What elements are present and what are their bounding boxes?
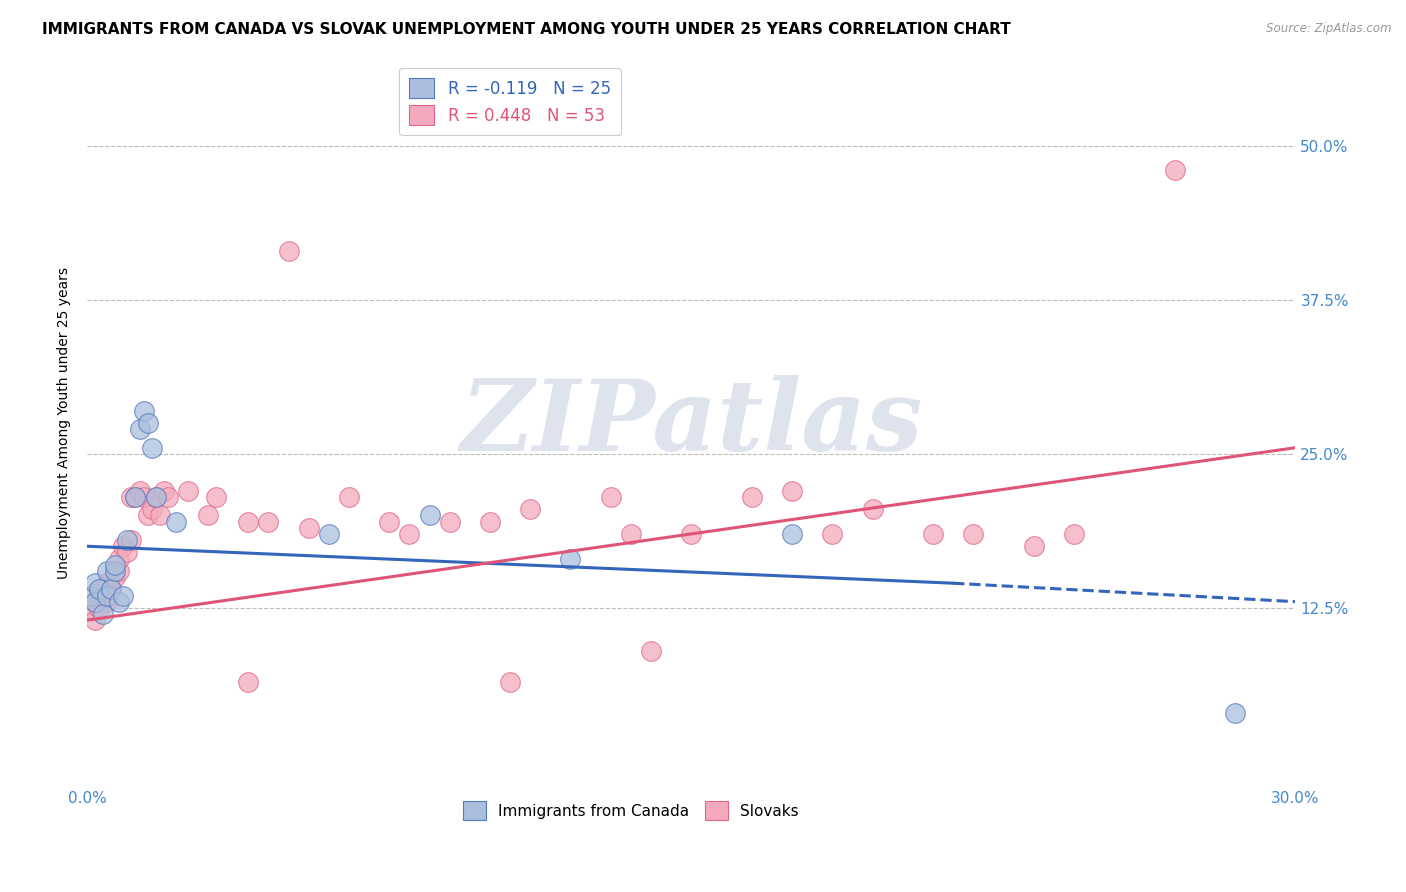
Point [84, 613, 107, 627]
Point [197, 508, 219, 523]
Text: Source: ZipAtlas.com: Source: ZipAtlas.com [1267, 22, 1392, 36]
Point [128, 483, 150, 498]
Point [100, 582, 122, 597]
Point [780, 483, 803, 498]
Point [298, 521, 321, 535]
Point [165, 515, 187, 529]
Point [418, 508, 440, 523]
Text: ZIPatlas: ZIPatlas [460, 375, 922, 471]
Point [124, 490, 146, 504]
Point [132, 490, 155, 504]
Point [136, 508, 159, 523]
Point [91, 607, 114, 621]
Point [108, 564, 131, 578]
Point [478, 515, 501, 529]
Point [96, 595, 118, 609]
Point [89, 600, 111, 615]
Point [84, 595, 107, 609]
Point [277, 244, 299, 258]
Point [1022, 539, 1045, 553]
Point [117, 533, 139, 547]
Point [120, 533, 142, 547]
Point [96, 576, 118, 591]
Point [104, 570, 127, 584]
Point [780, 527, 803, 541]
Point [117, 545, 139, 559]
Y-axis label: Unemployment Among Youth under 25 years: Unemployment Among Youth under 25 years [58, 267, 72, 579]
Point [89, 582, 111, 597]
Point [96, 589, 118, 603]
Point [100, 582, 122, 597]
Point [560, 551, 582, 566]
Point [91, 589, 114, 603]
Point [145, 490, 167, 504]
Point [136, 416, 159, 430]
Text: IMMIGRANTS FROM CANADA VS SLOVAK UNEMPLOYMENT AMONG YOUTH UNDER 25 YEARS CORRELA: IMMIGRANTS FROM CANADA VS SLOVAK UNEMPLO… [42, 22, 1011, 37]
Point [681, 527, 703, 541]
Point [862, 502, 884, 516]
Point [499, 674, 522, 689]
Point [599, 490, 621, 504]
Point [519, 502, 541, 516]
Point [741, 490, 763, 504]
Point [112, 589, 135, 603]
Point [1063, 527, 1085, 541]
Point [337, 490, 360, 504]
Point [112, 539, 135, 553]
Point [80, 589, 103, 603]
Point [439, 515, 461, 529]
Point [177, 483, 200, 498]
Point [821, 527, 844, 541]
Point [1163, 163, 1185, 178]
Point [80, 600, 103, 615]
Legend: Immigrants from Canada, Slovaks: Immigrants from Canada, Slovaks [457, 796, 804, 826]
Point [108, 595, 131, 609]
Point [205, 490, 228, 504]
Point [120, 490, 142, 504]
Point [104, 558, 127, 572]
Point [149, 508, 172, 523]
Point [124, 490, 146, 504]
Point [141, 441, 163, 455]
Point [318, 527, 340, 541]
Point [84, 595, 107, 609]
Point [104, 564, 127, 578]
Point [378, 515, 401, 529]
Point [257, 515, 280, 529]
Point [132, 403, 155, 417]
Point [108, 551, 131, 566]
Point [145, 490, 167, 504]
Point [398, 527, 420, 541]
Point [640, 644, 662, 658]
Point [922, 527, 945, 541]
Point [96, 564, 118, 578]
Point [128, 422, 150, 436]
Point [962, 527, 984, 541]
Point [1223, 706, 1246, 720]
Point [620, 527, 643, 541]
Point [238, 674, 260, 689]
Point [238, 515, 260, 529]
Point [89, 582, 111, 597]
Point [156, 490, 179, 504]
Point [141, 502, 163, 516]
Point [152, 483, 174, 498]
Point [84, 576, 107, 591]
